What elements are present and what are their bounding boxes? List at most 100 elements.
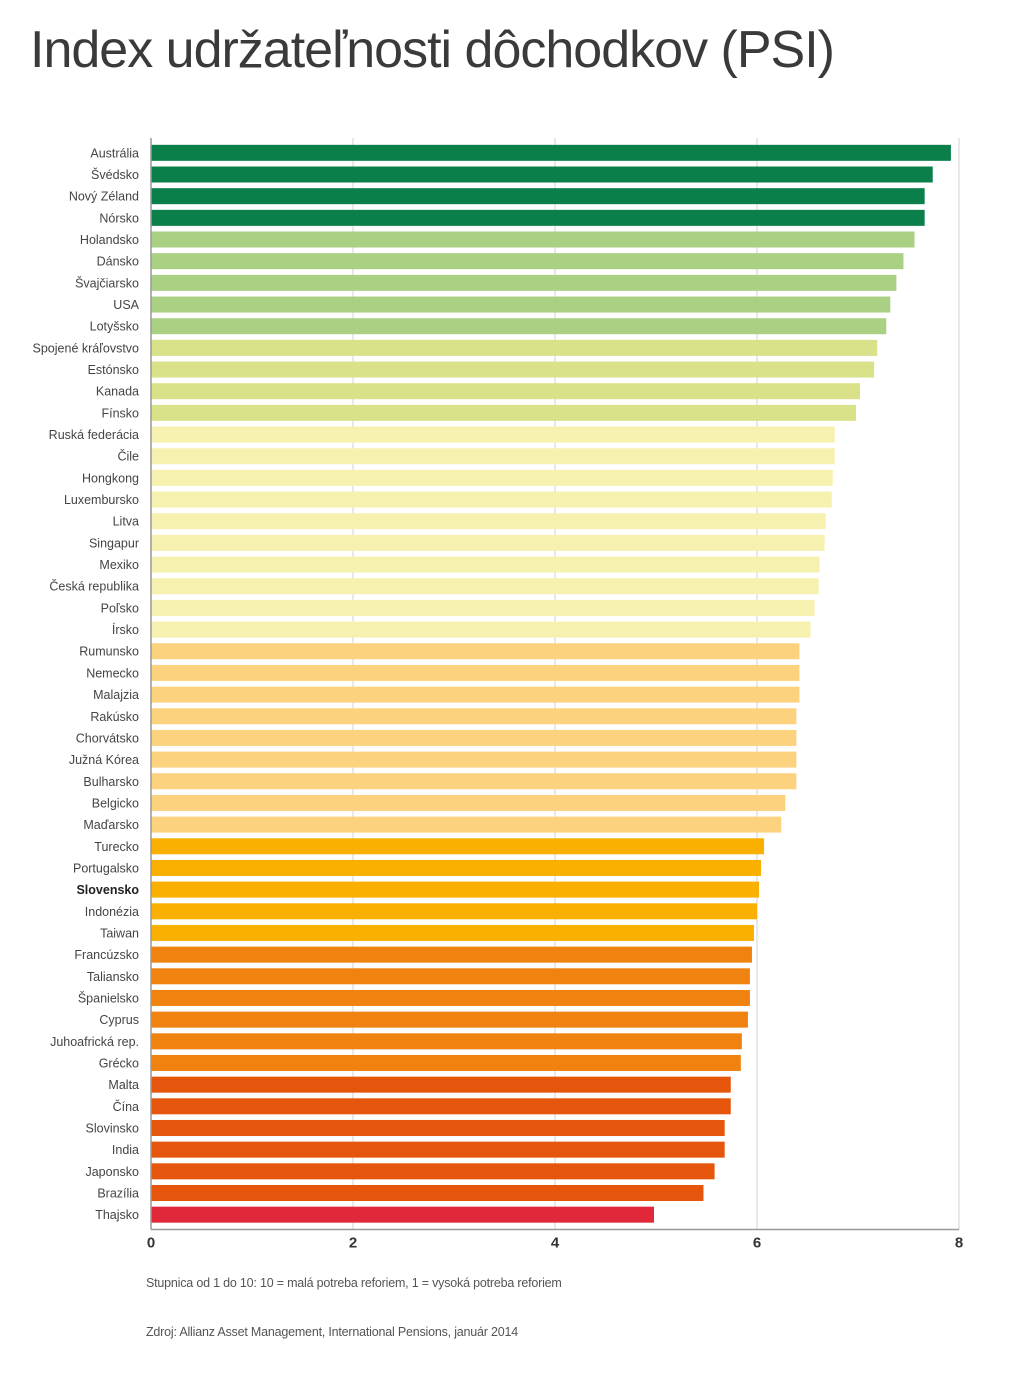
bar-24 — [151, 643, 800, 660]
bar-26 — [151, 686, 800, 703]
bar-38 — [151, 946, 752, 963]
category-label-39: Taliansko — [87, 970, 139, 984]
category-label-42: Juhoafrická rep. — [50, 1035, 139, 1049]
category-label-38: Francúzsko — [74, 948, 139, 962]
category-label-22: Poľsko — [101, 601, 139, 615]
category-label-36: Indonézia — [85, 905, 139, 919]
bar-39 — [151, 968, 750, 985]
bar-31 — [151, 794, 786, 811]
bar-37 — [151, 924, 754, 941]
category-label-4: Nórsko — [99, 211, 139, 225]
bar-4 — [151, 209, 925, 226]
bar-25 — [151, 664, 800, 681]
bar-11 — [151, 361, 875, 378]
bar-28 — [151, 729, 797, 746]
category-label-40: Španielsko — [78, 990, 139, 1005]
bar-35 — [151, 881, 760, 898]
bar-23 — [151, 621, 811, 638]
bar-29 — [151, 751, 797, 768]
category-label-5: Holandsko — [80, 233, 139, 247]
category-label-6: Dánsko — [97, 255, 139, 269]
bar-3 — [151, 188, 925, 205]
category-label-31: Belgicko — [92, 796, 139, 810]
category-label-44: Malta — [108, 1078, 139, 1092]
bar-17 — [151, 491, 832, 508]
bar-20 — [151, 556, 820, 573]
category-label-16: Hongkong — [82, 471, 139, 485]
category-label-12: Kanada — [96, 385, 139, 399]
category-label-15: Čile — [117, 449, 139, 464]
bar-46 — [151, 1119, 725, 1136]
category-label-48: Japonsko — [85, 1165, 139, 1179]
page-title: Index udržateľnosti dôchodkov (PSI) — [30, 21, 835, 79]
category-label-7: Švajčiarsko — [75, 275, 139, 290]
category-label-20: Mexiko — [99, 558, 139, 572]
bar-36 — [151, 903, 757, 920]
category-label-23: Írsko — [112, 622, 139, 637]
category-label-47: India — [112, 1143, 139, 1157]
category-label-26: Malajzia — [93, 688, 139, 702]
bar-18 — [151, 513, 826, 530]
x-tick-label-0: 0 — [147, 1235, 155, 1252]
category-label-50: Thajsko — [95, 1208, 139, 1222]
category-label-34: Portugalsko — [73, 861, 139, 875]
category-label-43: Grécko — [99, 1056, 139, 1070]
category-label-41: Cyprus — [99, 1013, 139, 1027]
bar-7 — [151, 274, 897, 291]
bar-47 — [151, 1141, 725, 1158]
category-label-28: Chorvátsko — [76, 731, 139, 745]
category-label-3: Nový Zéland — [69, 190, 139, 204]
x-tick-label-2: 2 — [349, 1235, 357, 1252]
bar-49 — [151, 1184, 704, 1201]
bar-21 — [151, 578, 819, 595]
category-label-29: Južná Kórea — [69, 753, 139, 767]
x-tick-label-4: 4 — [551, 1235, 560, 1252]
category-label-19: Singapur — [89, 536, 139, 550]
bar-40 — [151, 989, 750, 1006]
bar-44 — [151, 1076, 731, 1093]
bar-32 — [151, 816, 782, 833]
category-label-10: Spojené kráľovstvo — [33, 341, 140, 355]
bar-12 — [151, 383, 861, 400]
category-label-33: Turecko — [94, 840, 139, 854]
x-tick-label-6: 6 — [753, 1235, 761, 1252]
bar-33 — [151, 838, 765, 855]
bar-42 — [151, 1033, 742, 1050]
bar-41 — [151, 1011, 748, 1028]
bar-50 — [151, 1206, 654, 1223]
bar-2 — [151, 166, 933, 183]
category-label-21: Česká republika — [49, 579, 139, 594]
bar-1 — [151, 144, 951, 161]
category-label-14: Ruská federácia — [49, 428, 139, 442]
bar-8 — [151, 296, 891, 313]
category-label-45: Čína — [113, 1099, 139, 1114]
category-label-18: Litva — [113, 515, 139, 529]
bar-5 — [151, 231, 915, 248]
bar-15 — [151, 448, 835, 465]
x-tick-label-8: 8 — [955, 1235, 963, 1252]
bar-34 — [151, 859, 762, 876]
category-label-30: Bulharsko — [83, 775, 139, 789]
category-label-11: Estónsko — [88, 363, 139, 377]
category-label-24: Rumunsko — [79, 645, 139, 659]
category-label-17: Luxembursko — [64, 493, 139, 507]
bar-6 — [151, 253, 904, 270]
category-label-35: Slovensko — [76, 883, 139, 897]
bar-9 — [151, 318, 887, 335]
bar-14 — [151, 426, 835, 443]
source-note: Zdroj: Allianz Asset Management, Interna… — [146, 1325, 519, 1339]
bar-45 — [151, 1098, 731, 1115]
category-label-27: Rakúsko — [90, 710, 139, 724]
scale-note: Stupnica od 1 do 10: 10 = malá potreba r… — [146, 1276, 562, 1290]
category-label-13: Fínsko — [101, 406, 139, 420]
category-label-32: Maďarsko — [83, 818, 139, 832]
bar-27 — [151, 708, 797, 725]
bar-19 — [151, 534, 825, 551]
category-label-1: Austrália — [90, 146, 139, 160]
category-label-46: Slovinsko — [86, 1121, 140, 1135]
bar-13 — [151, 404, 856, 421]
bar-22 — [151, 599, 815, 616]
bar-16 — [151, 469, 833, 486]
category-label-2: Švédsko — [91, 167, 139, 182]
category-label-25: Nemecko — [86, 666, 139, 680]
